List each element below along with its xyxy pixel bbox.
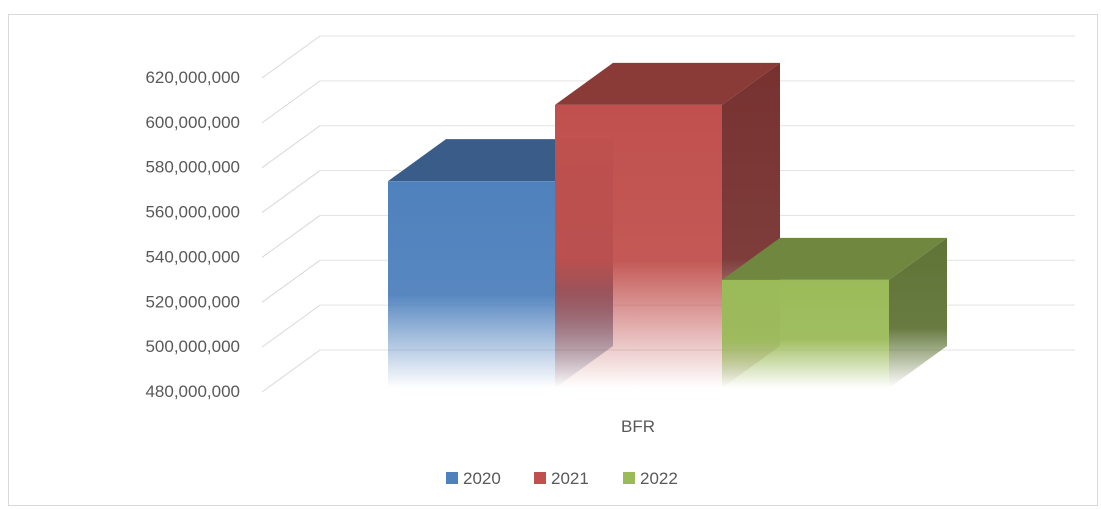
legend-item-2021: 2021 [534,469,589,488]
y-tick-label: 540,000,000 [145,247,240,266]
side-gridline [261,349,321,393]
side-gridline [261,125,321,169]
x-axis-tick-labels: BFR [621,417,655,436]
bar-front-face [722,279,889,388]
side-gridline [261,304,321,348]
legend-swatch [534,472,546,484]
bar-top-face [555,62,780,105]
x-tick-label: BFR [621,417,655,436]
y-tick-label: 560,000,000 [145,203,240,222]
y-tick-label: 480,000,000 [145,382,240,401]
bar-top-face [722,237,947,280]
y-tick-label: 600,000,000 [145,113,240,132]
legend-item-2020: 2020 [446,469,501,488]
y-tick-label: 520,000,000 [145,292,240,311]
legend-item-2022: 2022 [623,469,678,488]
bar-2022 [722,237,947,388]
side-gridline [261,80,321,124]
bar-front-face [388,181,555,388]
legend: 2020 2021 2022 [446,469,678,488]
bar-side-face [889,237,947,388]
y-tick-label: 620,000,000 [145,68,240,87]
legend-label: 2020 [463,469,501,488]
bars [388,62,947,389]
side-gridline [261,170,321,213]
legend-label: 2021 [551,469,589,488]
side-gridline [261,35,321,79]
legend-label: 2022 [640,469,678,488]
legend-swatch [623,472,635,484]
side-gridline [261,259,321,303]
legend-swatch [446,472,458,484]
y-axis-tick-labels: 480,000,000 500,000,000 520,000,000 540,000… [145,68,240,401]
side-wall-gridlines [261,35,321,393]
side-gridline [261,215,321,258]
y-tick-label: 580,000,000 [145,158,240,177]
bar-front-face [555,104,722,389]
y-tick-label: 500,000,000 [145,337,240,356]
